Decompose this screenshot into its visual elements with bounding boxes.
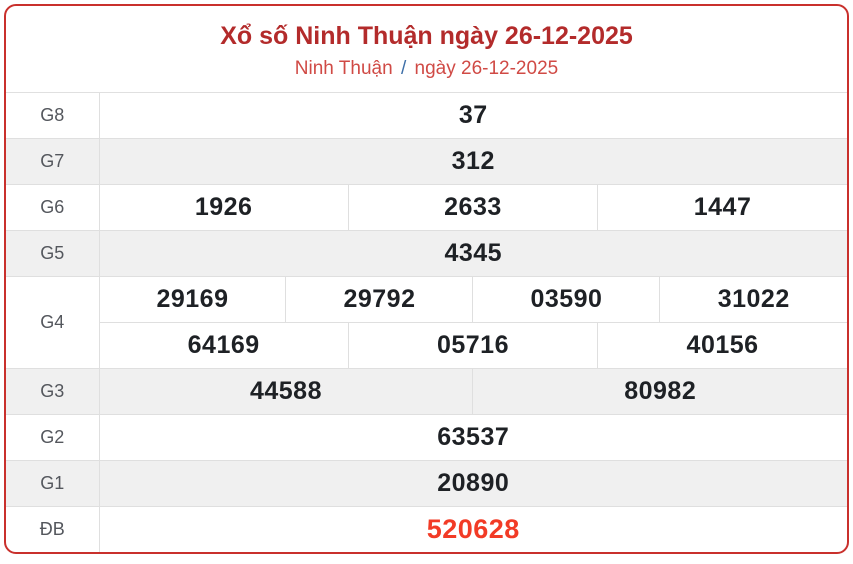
prize-number: 44588 xyxy=(98,368,474,415)
prize-label: G3 xyxy=(6,368,100,415)
lottery-result-card: Xổ số Ninh Thuận ngày 26-12-2025 Ninh Th… xyxy=(4,4,849,554)
table-row-g1: G1 20890 xyxy=(6,460,847,507)
table-row-g2: G2 63537 xyxy=(6,414,847,461)
prize-label: ĐB xyxy=(6,506,100,552)
prize-number: 37 xyxy=(98,92,847,139)
prize-number: 20890 xyxy=(98,460,847,507)
prize-number: 40156 xyxy=(597,322,847,369)
card-header: Xổ số Ninh Thuận ngày 26-12-2025 Ninh Th… xyxy=(6,6,847,93)
breadcrumb-date: ngày 26-12-2025 xyxy=(414,58,559,79)
prize-number: 63537 xyxy=(98,414,847,461)
breadcrumb: Ninh Thuận / ngày 26-12-2025 xyxy=(16,58,837,80)
table-row-g4-line1: G4 29169 29792 03590 31022 xyxy=(6,276,847,369)
prize-number: 29792 xyxy=(285,276,474,323)
special-prize-number: 520628 xyxy=(98,506,847,552)
table-row-g4-line2: 64169 05716 40156 xyxy=(6,322,847,369)
prize-number: 2633 xyxy=(347,184,599,231)
prize-label: G6 xyxy=(6,184,100,231)
breadcrumb-station: Ninh Thuận xyxy=(294,58,393,79)
table-row-g8: G8 37 xyxy=(6,92,847,139)
table-row-g6: G6 1926 2633 1447 xyxy=(6,184,847,231)
table-row-g3: G3 44588 80982 xyxy=(6,368,847,415)
prize-number: 05716 xyxy=(347,322,599,369)
table-row-g7: G7 312 xyxy=(6,138,847,185)
prize-label: G8 xyxy=(6,92,100,139)
table-row-g5: G5 4345 xyxy=(6,230,847,277)
prize-label: G7 xyxy=(6,138,100,185)
prize-number: 03590 xyxy=(472,276,661,323)
prize-number: 4345 xyxy=(98,230,847,277)
prize-number: 312 xyxy=(98,138,847,185)
prize-number: 29169 xyxy=(98,276,287,323)
page-title: Xổ số Ninh Thuận ngày 26-12-2025 xyxy=(220,22,633,50)
prize-label: G2 xyxy=(6,414,100,461)
prize-label: G1 xyxy=(6,460,100,507)
prize-number: 31022 xyxy=(659,276,847,323)
table-row-db: ĐB 520628 xyxy=(6,506,847,552)
prize-number: 1926 xyxy=(98,184,349,231)
results-table: G8 37 G7 312 G6 1926 2633 1447 G5 4345 G… xyxy=(6,92,847,552)
prize-label: G4 xyxy=(6,276,100,369)
prize-label: G5 xyxy=(6,230,100,277)
prize-number: 64169 xyxy=(98,322,349,369)
breadcrumb-separator: / xyxy=(400,58,407,79)
prize-number: 80982 xyxy=(472,368,847,415)
prize-number: 1447 xyxy=(597,184,847,231)
